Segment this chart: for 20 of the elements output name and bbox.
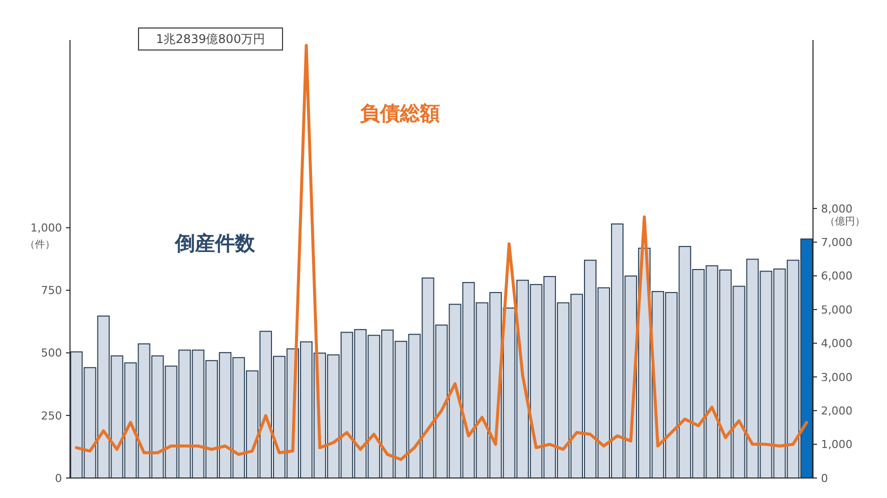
y-tick-label: 250 [41,409,62,422]
line-series [74,44,808,461]
annotation: 1兆2839億800万円 [156,32,266,46]
text: 負債総額 [360,101,440,125]
y-tick-label: 750 [41,284,62,298]
y-tick-label: 1,000 [30,222,62,235]
y-tick-label: 500 [41,346,62,360]
y2-tick-label: 5,000 [821,303,852,316]
y2-tick-label: 4,000 [821,337,852,350]
y2-tick-label: 3,000 [821,370,852,384]
y2-tick-label: 7,000 [821,236,852,250]
y-axis-title: （件） [25,240,55,251]
y-tick-label: 0 [55,472,62,485]
y2-axis-title: （億円） [825,215,865,228]
y2-tick-label: 1,000 [821,438,852,452]
y2-tick-label: 8,000 [821,202,852,216]
y2-tick-label: 0 [821,472,828,485]
text: 倒産件数 [174,231,256,255]
y2-tick-label: 6,000 [821,270,852,283]
y2-tick-label: 2,000 [821,404,852,418]
